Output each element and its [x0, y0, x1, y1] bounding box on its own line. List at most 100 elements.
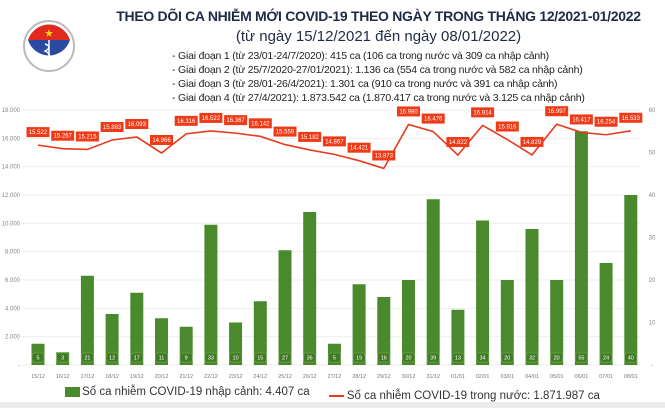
line-value-label: 16.316	[177, 119, 196, 125]
bar-label-bg	[377, 352, 391, 363]
line-label-bg	[569, 114, 593, 125]
bar-imported	[80, 275, 94, 365]
bar-label-bg	[81, 352, 94, 363]
bar-swatch-icon	[65, 387, 81, 397]
x-axis-tick: 04/01	[525, 374, 539, 380]
left-axis-tick: 12.000	[2, 193, 21, 199]
line-value-label: 16.533	[622, 116, 641, 122]
bar-imported	[377, 297, 391, 365]
x-axis-tick: 30/12	[402, 374, 416, 380]
bar-value-label: 11	[159, 356, 165, 362]
x-axis-tick: 15/12	[31, 374, 45, 380]
bar-label-bg	[575, 352, 588, 363]
line-value-label: 16.417	[572, 117, 591, 123]
line-label-bg	[224, 115, 248, 126]
bar-imported	[278, 250, 292, 365]
line-label-bg	[51, 130, 75, 141]
line-value-label: 14.421	[350, 146, 369, 152]
legend-item-imported: Số ca nhiễm COVID-19 nhập cảnh: 4.407 ca	[65, 386, 310, 398]
chart-title: THEO DÕI CA NHIỄM MỚI COVID-19 THEO NGÀY…	[116, 8, 641, 24]
ministry-of-health-logo	[23, 20, 75, 72]
bar-value-label: 19	[356, 356, 362, 362]
line-value-label: 16.522	[202, 116, 221, 122]
x-axis-tick: 03/01	[500, 374, 514, 380]
line-value-label: 16.476	[424, 117, 443, 123]
x-axis-tick: 24/12	[253, 374, 267, 380]
stage-3-text: - Giai đoạn 3 (từ 28/01-26/4/2021): 1.30…	[172, 78, 558, 90]
bar-value-label: 55	[578, 356, 584, 362]
footer-strip	[0, 402, 665, 408]
line-value-label: 14.829	[523, 140, 542, 146]
stage-1-text: - Giai đoạn 1 (từ 23/01-24/7/2020): 415 …	[172, 50, 549, 62]
bar-label-bg	[451, 352, 465, 363]
line-domestic	[37, 123, 631, 170]
right-axis-tick: 50	[649, 151, 656, 157]
bar-value-label: 40	[628, 356, 634, 362]
line-label-bg	[174, 115, 198, 126]
bar-imported	[303, 212, 317, 365]
bar-label-bg	[229, 352, 242, 363]
line-label-bg	[594, 116, 618, 127]
x-axis-tick: 06/01	[575, 374, 589, 380]
line-value-label: 16.980	[399, 109, 418, 115]
line-swatch-icon	[328, 395, 344, 397]
bar-label-bg	[31, 352, 45, 363]
line-value-label: 16.093	[128, 122, 147, 128]
x-axis-tick: 05/01	[550, 374, 564, 380]
bar-imported	[574, 131, 588, 365]
bar-imported	[426, 199, 440, 365]
line-value-label: 15.883	[103, 125, 122, 131]
line-value-label: 15.522	[29, 130, 48, 136]
line-label-bg	[520, 136, 544, 147]
line-value-label: 16.367	[226, 118, 245, 124]
bar-value-label: 34	[480, 356, 486, 362]
stage-2-text: - Giai đoạn 2 (từ 25/7/2020-27/01/2021):…	[172, 64, 583, 76]
bar-label-bg	[179, 352, 193, 363]
x-axis-tick: 18/12	[105, 374, 119, 380]
line-label-bg	[150, 134, 173, 145]
right-axis-tick: 10	[649, 321, 656, 327]
line-label-bg	[372, 150, 396, 161]
left-axis-tick: 4.000	[5, 306, 21, 312]
line-label-bg	[322, 136, 346, 147]
x-axis-tick: 16/12	[56, 374, 70, 380]
bar-label-bg	[105, 352, 119, 363]
line-value-label: 15.916	[498, 125, 517, 131]
x-axis-tick: 08/01	[624, 374, 638, 380]
bar-label-bg	[204, 352, 218, 363]
x-axis-tick: 28/12	[352, 374, 366, 380]
line-label-bg	[421, 113, 445, 124]
bar-value-label: 20	[405, 356, 411, 362]
bar-value-label: 36	[307, 356, 313, 362]
x-axis-tick: 02/01	[476, 374, 490, 380]
chart-subtitle: (từ ngày 15/12/2021 đến ngày 08/01/2022)	[235, 28, 522, 45]
right-axis-tick: -	[651, 363, 653, 369]
line-label-bg	[75, 131, 99, 142]
bar-imported	[402, 280, 415, 365]
left-axis-tick: 10.000	[2, 221, 21, 227]
x-axis-tick: 26/12	[303, 374, 317, 380]
x-axis-tick: 27/12	[328, 374, 342, 380]
bar-imported	[253, 301, 267, 365]
line-value-label: 16.254	[597, 120, 616, 126]
bar-imported	[130, 292, 144, 365]
bar-label-bg	[303, 352, 316, 363]
bar-imported	[599, 263, 613, 365]
legend-label-domestic: Số ca nhiễm COVID-19 trong nước: 1.871.9…	[346, 390, 600, 402]
bar-label-bg	[525, 352, 539, 363]
bar-imported	[624, 195, 638, 365]
x-axis-tick: 17/12	[81, 374, 95, 380]
bar-value-label: 21	[84, 356, 90, 362]
legend: Số ca nhiễm COVID-19 nhập cảnh: 4.407 ca…	[0, 386, 665, 402]
legend-label-imported: Số ca nhiễm COVID-19 nhập cảnh: 4.407 ca	[82, 386, 310, 398]
x-axis-tick: 19/12	[130, 374, 144, 380]
x-axis-tick: 29/12	[377, 374, 391, 380]
right-axis-tick: 30	[649, 236, 656, 242]
line-value-label: 15.182	[301, 135, 320, 141]
line-value-label: 15.215	[78, 134, 97, 140]
line-label-bg	[397, 106, 420, 117]
line-label-bg	[545, 106, 569, 117]
line-label-bg	[471, 107, 495, 118]
line-label-bg	[100, 121, 124, 132]
